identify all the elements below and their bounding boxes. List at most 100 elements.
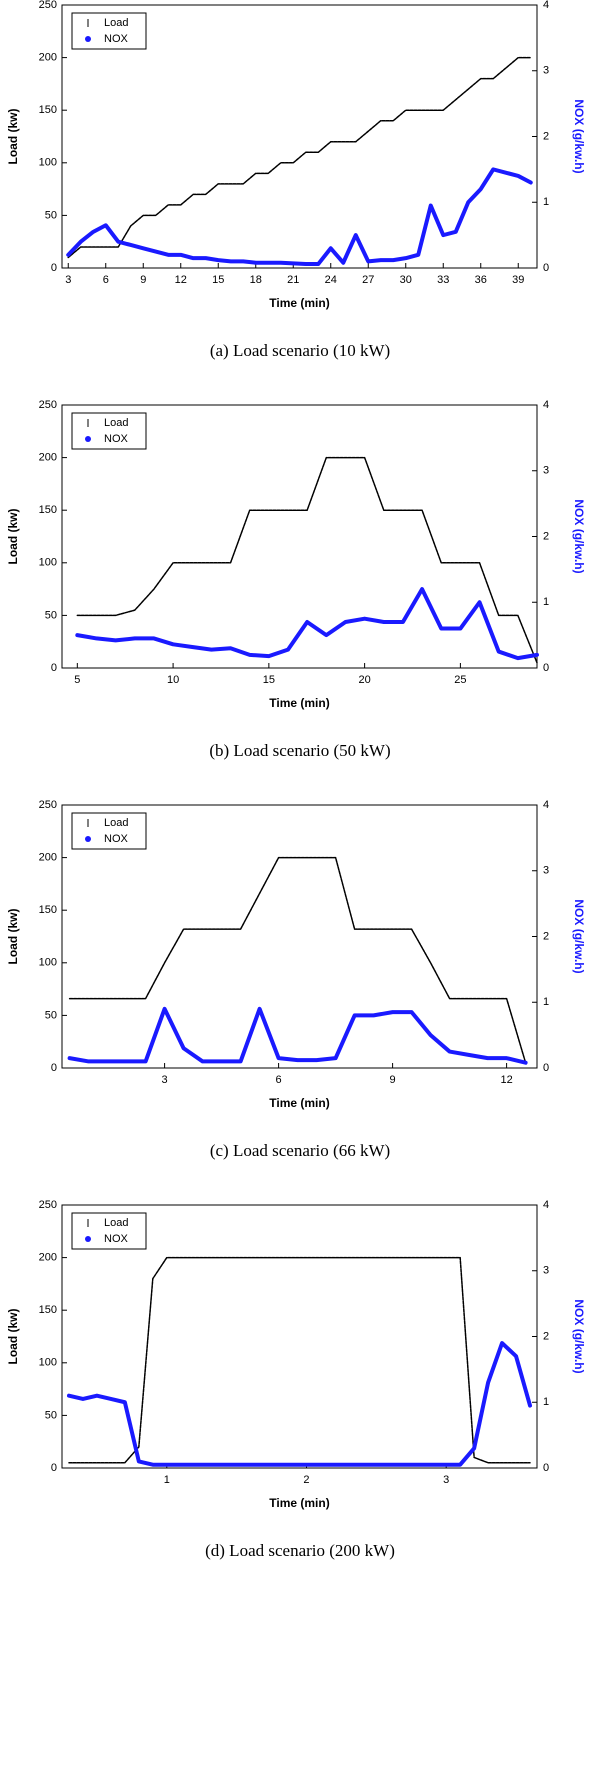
x-tick-label: 12 xyxy=(500,1074,512,1086)
y-tick-label: 100 xyxy=(39,157,57,169)
caption: (a) Load scenario (10 kW) xyxy=(210,341,390,360)
y-tick-label: 50 xyxy=(45,609,57,621)
x-tick-label: 10 xyxy=(167,674,179,686)
legend-swatch xyxy=(85,836,91,842)
y-tick-label: 200 xyxy=(39,1252,57,1264)
y2-tick-label: 0 xyxy=(543,262,549,274)
y-tick-label: 100 xyxy=(39,957,57,969)
y2-tick-label: 0 xyxy=(543,662,549,674)
legend-label: NOX xyxy=(104,1233,129,1245)
y-axis-label: Load (kw) xyxy=(6,108,20,164)
y-tick-label: 200 xyxy=(39,52,57,64)
y-axis-label: Load (kw) xyxy=(6,908,20,964)
x-tick-label: 39 xyxy=(512,274,524,286)
y2-tick-label: 3 xyxy=(543,1265,549,1277)
y-tick-label: 50 xyxy=(45,1009,57,1021)
y2-tick-label: 1 xyxy=(543,1396,549,1408)
y-tick-label: 250 xyxy=(39,0,57,11)
y2-axis-label: NOX (g/kw.h) xyxy=(572,99,586,173)
y-tick-label: 150 xyxy=(39,1304,57,1316)
x-tick-label: 25 xyxy=(454,674,466,686)
y-tick-label: 100 xyxy=(39,1357,57,1369)
caption: (c) Load scenario (66 kW) xyxy=(210,1141,390,1160)
y-tick-label: 150 xyxy=(39,104,57,116)
y-tick-label: 0 xyxy=(51,1462,57,1474)
y2-tick-label: 3 xyxy=(543,465,549,477)
y2-axis-label: NOX (g/kw.h) xyxy=(572,1299,586,1373)
legend-box xyxy=(71,412,147,450)
legend-label: NOX xyxy=(104,33,129,45)
x-tick-label: 18 xyxy=(250,274,262,286)
x-axis-label: Time (min) xyxy=(269,296,329,310)
y2-tick-label: 1 xyxy=(543,596,549,608)
x-tick-label: 3 xyxy=(162,1074,168,1086)
legend-label: Load xyxy=(104,417,128,429)
series-line xyxy=(76,456,538,664)
x-tick-label: 21 xyxy=(287,274,299,286)
x-tick-label: 6 xyxy=(103,274,109,286)
x-axis-label: Time (min) xyxy=(269,696,329,710)
series-line xyxy=(68,1256,531,1464)
y-tick-label: 250 xyxy=(39,399,57,411)
legend-label: NOX xyxy=(104,833,129,845)
y2-tick-label: 3 xyxy=(543,65,549,77)
legend-label: Load xyxy=(104,817,128,829)
x-tick-label: 3 xyxy=(443,1474,449,1486)
x-tick-label: 20 xyxy=(358,674,370,686)
x-tick-label: 33 xyxy=(437,274,449,286)
y2-tick-label: 2 xyxy=(543,1330,549,1342)
y2-tick-label: 4 xyxy=(543,1199,549,1211)
y2-tick-label: 1 xyxy=(543,996,549,1008)
y-axis-label: Load (kw) xyxy=(6,1308,20,1364)
y2-tick-label: 0 xyxy=(543,1462,549,1474)
y2-axis-label: NOX (g/kw.h) xyxy=(572,499,586,573)
x-tick-label: 15 xyxy=(212,274,224,286)
y-tick-label: 250 xyxy=(39,1199,57,1211)
x-tick-label: 3 xyxy=(65,274,71,286)
series-line xyxy=(66,167,533,267)
legend-label: NOX xyxy=(104,433,129,445)
y-tick-label: 250 xyxy=(39,799,57,811)
y2-tick-label: 3 xyxy=(543,865,549,877)
y2-tick-label: 2 xyxy=(543,530,549,542)
x-tick-label: 27 xyxy=(362,274,374,286)
y2-tick-label: 2 xyxy=(543,130,549,142)
y-tick-label: 200 xyxy=(39,452,57,464)
y-tick-label: 0 xyxy=(51,662,57,674)
y-tick-label: 200 xyxy=(39,852,57,864)
y2-axis-label: NOX (g/kw.h) xyxy=(572,899,586,973)
y-tick-label: 150 xyxy=(39,904,57,916)
caption: (d) Load scenario (200 kW) xyxy=(205,1541,395,1560)
x-tick-label: 12 xyxy=(175,274,187,286)
legend-label: Load xyxy=(104,1217,128,1229)
series-line xyxy=(68,856,527,1064)
x-tick-label: 36 xyxy=(475,274,487,286)
y2-tick-label: 2 xyxy=(543,930,549,942)
caption: (b) Load scenario (50 kW) xyxy=(209,741,390,760)
legend-box xyxy=(71,1212,147,1250)
y-axis-label: Load (kw) xyxy=(6,508,20,564)
series-line xyxy=(66,1341,533,1467)
y-tick-label: 100 xyxy=(39,557,57,569)
y-tick-label: 150 xyxy=(39,504,57,516)
x-tick-label: 15 xyxy=(263,674,275,686)
series-line xyxy=(75,587,539,661)
legend-box xyxy=(71,12,147,50)
y2-tick-label: 4 xyxy=(543,799,549,811)
x-tick-label: 6 xyxy=(276,1074,282,1086)
y-tick-label: 0 xyxy=(51,1062,57,1074)
y2-tick-label: 4 xyxy=(543,399,549,411)
x-tick-label: 9 xyxy=(390,1074,396,1086)
legend-swatch xyxy=(85,36,91,42)
y-tick-label: 0 xyxy=(51,262,57,274)
legend-box xyxy=(71,812,147,850)
y2-tick-label: 4 xyxy=(543,0,549,11)
y-tick-label: 50 xyxy=(45,209,57,221)
legend-label: Load xyxy=(104,17,128,29)
x-tick-label: 30 xyxy=(400,274,412,286)
x-tick-label: 1 xyxy=(164,1474,170,1486)
x-tick-label: 5 xyxy=(74,674,80,686)
series-line xyxy=(67,1006,528,1065)
